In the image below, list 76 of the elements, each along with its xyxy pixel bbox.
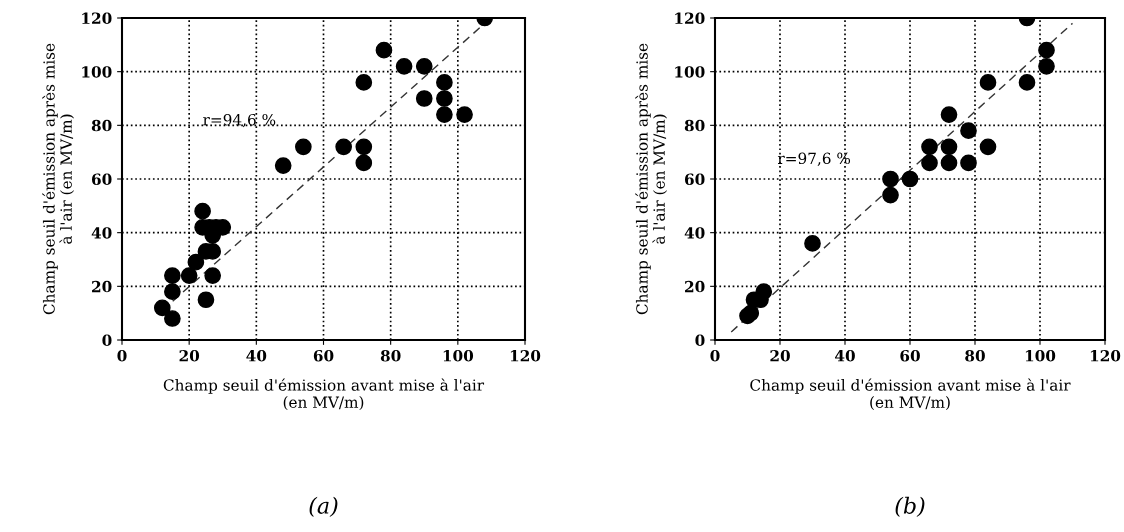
y-tick-label: 20: [685, 280, 705, 293]
y-axis-title: Champ seuil d'émission après mise à l'air (en MV/m): [42, 43, 75, 315]
x-tick-label: 20: [179, 349, 200, 362]
point: [187, 253, 205, 271]
x-tick-label: 120: [1090, 349, 1121, 362]
y-tick-label: 40: [91, 227, 112, 239]
y-tick-label: 0: [695, 334, 705, 347]
y-axis-title: Champ seuil d'émission après mise à l'air (en MV/m): [635, 43, 668, 315]
point: [901, 170, 919, 188]
point: [180, 267, 198, 284]
point: [979, 74, 997, 91]
y-tick-label: 120: [82, 12, 112, 25]
y-tick-label: 0: [102, 334, 112, 347]
point: [375, 41, 393, 59]
x-tick-label: 80: [965, 349, 985, 362]
x-tick-label: 120: [510, 349, 541, 362]
point: [436, 74, 453, 91]
point: [164, 310, 181, 327]
point: [921, 154, 938, 172]
point: [415, 90, 433, 107]
point: [882, 170, 899, 188]
x-axis-title: Champ seuil d'émission avant mise à l'air (en MV/m): [163, 378, 485, 411]
x-tick-label: 0: [710, 349, 720, 362]
point: [739, 307, 756, 325]
point: [940, 154, 958, 172]
x-tick-label: 20: [770, 349, 790, 362]
point: [436, 106, 453, 123]
point: [164, 283, 181, 301]
point: [415, 57, 433, 75]
y-tick-label: 80: [684, 119, 705, 132]
y-tick-label: 100: [82, 66, 112, 78]
point: [979, 138, 997, 156]
point: [395, 57, 413, 75]
point: [164, 267, 181, 284]
x-tick-label: 60: [900, 349, 920, 362]
point: [355, 154, 373, 172]
point: [295, 138, 312, 156]
y-tick-label: 80: [91, 119, 112, 132]
point: [197, 291, 215, 309]
x-tick-label: 0: [117, 349, 127, 362]
y-tick-label: 120: [675, 12, 705, 25]
point: [1038, 57, 1055, 75]
x-tick-label: 100: [1025, 349, 1056, 362]
point: [456, 106, 473, 123]
point: [940, 106, 958, 123]
point: [194, 202, 211, 220]
annotation: r=97,6 %: [777, 152, 851, 166]
point: [153, 299, 171, 317]
x-tick-label: 100: [443, 349, 474, 362]
y-tick-label: 60: [91, 173, 112, 186]
x-tick-label: 80: [380, 349, 401, 362]
y-tick-label: 60: [684, 173, 705, 186]
point: [1018, 74, 1036, 91]
x-tick-label: 40: [246, 349, 267, 362]
y-tick-label: 20: [92, 280, 112, 293]
point: [274, 157, 292, 174]
point: [960, 122, 977, 140]
x-tick-label: 60: [313, 349, 334, 362]
point: [804, 235, 821, 252]
point: [204, 267, 222, 284]
text: (a): [309, 496, 338, 518]
point: [1038, 41, 1055, 59]
point: [921, 138, 938, 156]
point: [940, 138, 958, 156]
point: [335, 138, 352, 156]
annotation: r=94,6 %: [203, 113, 276, 128]
text: (b): [895, 496, 925, 518]
x-tick-label: 40: [835, 349, 855, 362]
point: [882, 186, 899, 204]
point: [355, 74, 373, 91]
y-tick-label: 40: [684, 227, 705, 239]
x-axis-title: Champ seuil d'émission avant mise à l'air (en MV/m): [750, 378, 1071, 411]
point: [355, 138, 373, 156]
point: [436, 90, 453, 107]
point: [960, 154, 977, 172]
y-tick-label: 100: [675, 66, 705, 78]
